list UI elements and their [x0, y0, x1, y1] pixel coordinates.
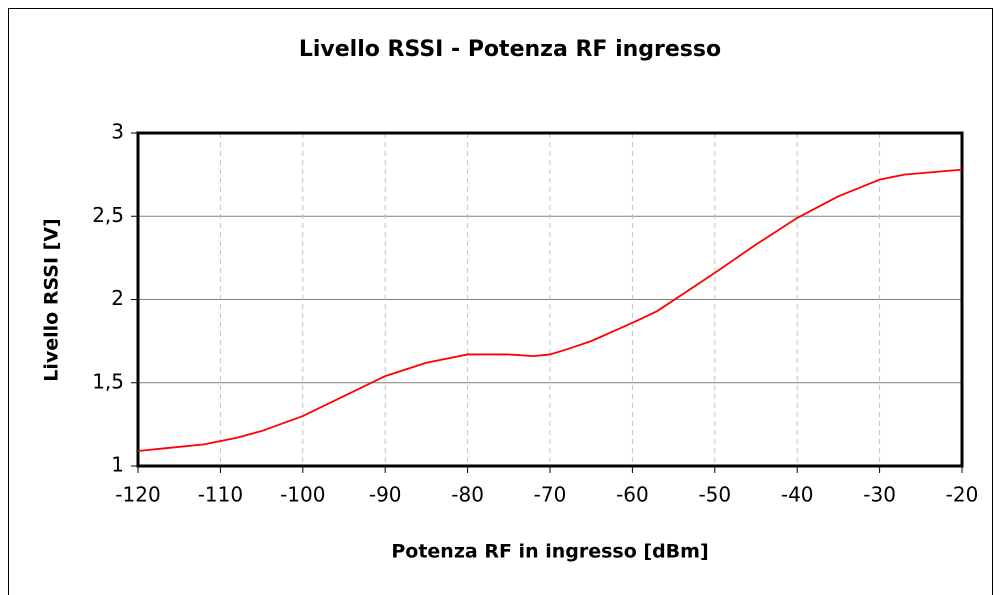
x-tick-label: -100 [280, 483, 325, 507]
plot-area [136, 131, 964, 468]
x-tick-label: -120 [115, 483, 160, 507]
x-tick-label: -110 [198, 483, 243, 507]
x-axis-label: Potenza RF in ingresso [dBm] [391, 541, 708, 563]
y-tick-label: 3 [111, 120, 124, 144]
y-tick-label: 1 [111, 453, 124, 477]
x-tick-label: -80 [451, 483, 484, 507]
x-tick-label: -60 [616, 483, 649, 507]
x-tick-label: -30 [863, 483, 896, 507]
data-line [137, 168, 963, 452]
chart-title: Livello RSSI - Potenza RF ingresso [299, 37, 721, 62]
y-axis-label: Livello RSSI [V] [41, 218, 63, 382]
x-tick-label: -20 [946, 483, 979, 507]
y-tick-label: 2,5 [92, 203, 124, 227]
x-tick-label: -50 [698, 483, 731, 507]
y-tick-label: 1,5 [92, 369, 124, 393]
x-tick-label: -90 [369, 483, 402, 507]
y-tick-label: 2 [111, 286, 124, 310]
chart-frame [8, 8, 993, 595]
x-tick-label: -40 [781, 483, 814, 507]
x-tick-label: -70 [534, 483, 567, 507]
